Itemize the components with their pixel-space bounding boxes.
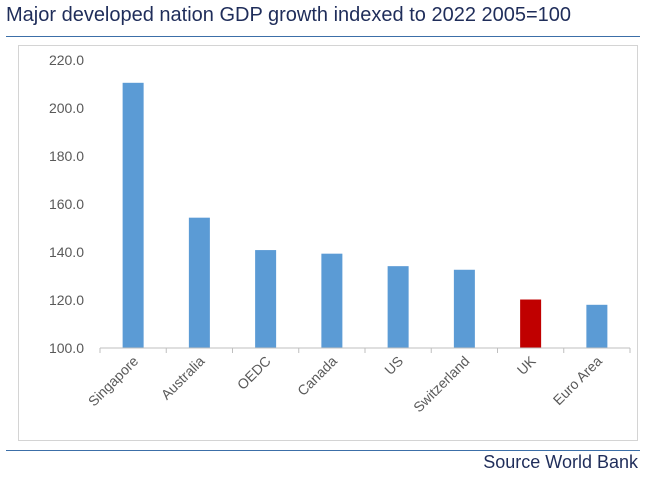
x-tick-label: UK [514,352,540,378]
y-tick-label: 120.0 [49,292,84,308]
footer-rule [6,450,640,451]
x-tick-label: US [381,353,406,378]
x-tick-label: OEDC [234,353,274,393]
bar-series [122,82,608,349]
chart-title: Major developed nation GDP growth indexe… [6,4,572,26]
y-tick-label: 200.0 [49,100,84,116]
y-tick-label: 100.0 [49,340,84,356]
bar-uk [520,299,542,348]
bar-singapore [122,82,144,349]
y-axis: 100.0 120.0 140.0 160.0 180.0 200.0 220.0 [49,52,84,356]
bar-oedc [255,250,277,348]
y-tick-label: 140.0 [49,244,84,260]
x-tick-label: Switzerland [410,353,472,415]
bar-canada [321,253,343,348]
x-tick-label: Singapore [85,353,142,410]
x-axis: Singapore Australia OEDC Canada US Switzerlan… [85,347,631,415]
bar-australia [188,217,210,348]
x-tick-label: Euro Area [550,353,605,408]
x-tick-label: Canada [294,353,340,399]
bar-us [387,266,409,348]
x-tick-label: Australia [158,353,208,403]
bar-euro-area [586,304,608,348]
y-tick-label: 160.0 [49,196,84,212]
bar-switzerland [453,269,475,348]
y-tick-label: 180.0 [49,148,84,164]
chart-frame [18,45,638,441]
source-note: Source World Bank [483,452,638,472]
title-underline [6,36,640,37]
y-tick-label: 220.0 [49,52,84,68]
